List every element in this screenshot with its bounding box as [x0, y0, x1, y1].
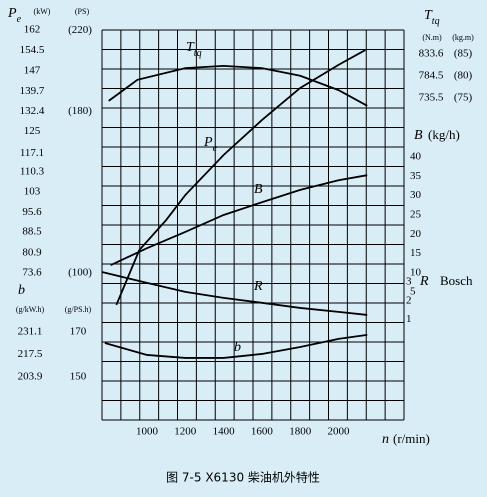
y-tick-label: (220) [68, 24, 92, 36]
y-axis-title-main: P [7, 6, 17, 21]
series-label: Ttq [186, 40, 202, 59]
series-line [115, 49, 366, 306]
y-tick-label: 833.6 [419, 47, 444, 59]
x-axis-symbol: n [382, 432, 389, 447]
y-tick-label: 203.9 [18, 370, 43, 382]
x-tick-label: 1400 [213, 426, 236, 438]
series-line [104, 334, 368, 359]
y-tick-label: 25 [410, 208, 422, 220]
y-axis-unit: (kg/h) [428, 127, 460, 142]
series-label-main: T [186, 40, 195, 55]
x-tick-label: 1000 [136, 426, 159, 438]
y-tick-label: 40 [410, 151, 422, 163]
series-label: B [254, 182, 263, 197]
y-tick-label: 162 [24, 24, 41, 36]
y-axis-title: Ttq [424, 8, 440, 27]
y-tick-label: 154.5 [20, 44, 45, 56]
y-tick-label: 110.3 [20, 166, 45, 178]
y-axis-title-main: T [424, 8, 433, 23]
y-axis-unit: (PS) [75, 7, 90, 16]
y-tick-label: (100) [68, 266, 92, 278]
y-tick-label: 80.9 [22, 246, 42, 258]
series-label-main: b [234, 340, 241, 355]
series-line [108, 64, 368, 107]
y-tick-label: 88.5 [22, 225, 42, 237]
y-tick-label: 147 [24, 65, 41, 77]
y-tick-label: (180) [68, 105, 92, 117]
y-tick-label: (85) [454, 47, 473, 59]
series-label-main: P [203, 135, 213, 150]
y-tick-label: 139.7 [20, 85, 45, 97]
x-tick-label: 1200 [174, 426, 197, 438]
y-axis-unit: (g/kW.h) [16, 305, 45, 314]
series-label-sub: tq [194, 48, 202, 59]
y-axis-title: Pe [7, 6, 22, 25]
series-label-main: R [253, 279, 263, 294]
series-line [110, 174, 368, 266]
y-tick-label: 30 [410, 189, 422, 201]
y-axis-unit: Bosch [440, 273, 473, 288]
x-tick-label: 1800 [289, 426, 312, 438]
y-tick-label: 2 [406, 294, 412, 306]
y-tick-label: 735.5 [419, 91, 444, 103]
x-axis-title: n (r/min) [382, 431, 430, 447]
y-axis-title-sub: tq [432, 16, 440, 27]
y-axis-unit: (kW) [34, 7, 51, 16]
y-tick-label: 150 [70, 370, 87, 382]
x-axis-unit: (r/min) [393, 431, 430, 446]
y-tick-label: 103 [24, 186, 41, 198]
series-label-main: B [254, 182, 263, 197]
y-tick-label: 15 [410, 247, 422, 259]
chart-title: 图 7-5 X6130 柴油机外特性 [166, 470, 320, 485]
y-tick-label: 20 [410, 228, 422, 240]
y-tick-label: 5 [410, 286, 416, 298]
y-axis-unit: (N.m) [422, 33, 442, 42]
series-label: Pe [203, 135, 218, 154]
y-tick-label: 73.6 [22, 266, 42, 278]
y-axis-unit: (kg.m) [452, 33, 474, 42]
y-tick-label: (75) [454, 91, 473, 103]
y-axis-title-sub: e [17, 14, 22, 25]
y-tick-label: 3 [406, 275, 412, 287]
y-axis-title-main: b [18, 283, 25, 298]
y-tick-label: 10 [410, 266, 422, 278]
y-tick-label: 231.1 [18, 325, 43, 337]
y-tick-label: 95.6 [22, 206, 42, 218]
y-tick-label: 170 [70, 325, 87, 337]
y-axis-title-main: B [414, 128, 423, 143]
x-tick-label: 2000 [328, 426, 351, 438]
y-axis-title: b [18, 283, 25, 298]
y-tick-label: (80) [454, 69, 473, 81]
series-line [101, 271, 368, 316]
y-tick-label: 132.4 [20, 105, 45, 117]
series-label: b [234, 340, 241, 355]
series-label-sub: e [213, 143, 218, 154]
y-tick-label: 1 [406, 313, 412, 325]
y-tick-label: 35 [410, 170, 422, 182]
x-tick-label: 1600 [251, 426, 274, 438]
y-axis-unit: (g/PS.h) [65, 305, 92, 314]
y-tick-label: 217.5 [18, 348, 43, 360]
y-tick-label: 125 [24, 125, 41, 137]
y-axis-title-main: R [419, 274, 429, 289]
y-tick-label: 117.1 [20, 147, 44, 159]
y-axis-title: B [414, 128, 423, 143]
y-axis-title: R [419, 274, 429, 289]
series-label: R [253, 279, 263, 294]
y-tick-label: 784.5 [419, 70, 444, 82]
